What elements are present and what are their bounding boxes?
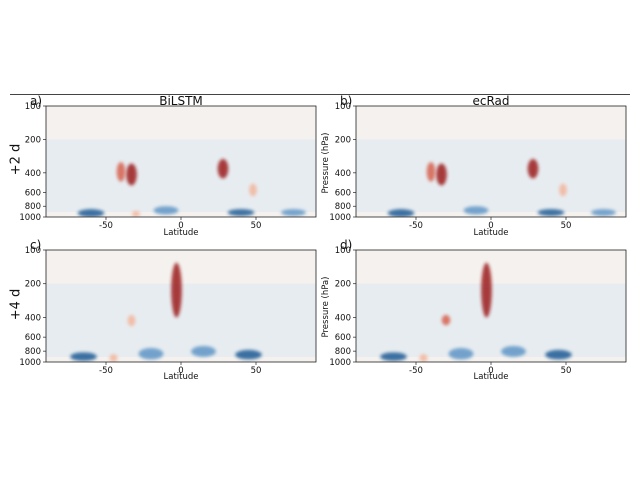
panel-label-b: b) xyxy=(340,94,353,108)
panel-label-c: c) xyxy=(30,238,42,252)
y-tick-label: 200 xyxy=(335,280,351,290)
heatmap-field xyxy=(356,250,626,362)
heatmap-anomaly xyxy=(70,352,97,362)
heatmap-anomaly xyxy=(448,348,474,360)
heatmap-anomaly xyxy=(171,262,182,318)
x-tick-label: 50 xyxy=(561,221,572,231)
heatmap-anomaly xyxy=(109,354,118,362)
y-tick-label: 100 xyxy=(335,246,351,256)
y-tick-label: 200 xyxy=(25,135,41,145)
heatmap-anomaly xyxy=(559,183,567,197)
heatmap-anomaly xyxy=(77,209,105,217)
y-tick-label: 800 xyxy=(335,347,351,357)
heatmap-anomaly xyxy=(138,348,164,360)
y-tick-label: 600 xyxy=(335,333,351,343)
heatmap-field xyxy=(356,106,626,217)
heatmap-anomaly xyxy=(481,262,492,318)
heatmap-anomaly xyxy=(131,210,141,217)
panel-label-a: a) xyxy=(30,94,43,108)
heatmap-wash xyxy=(356,139,626,212)
heatmap-anomaly xyxy=(545,349,572,360)
x-tick-label: 0 xyxy=(488,221,493,231)
heatmap-anomaly xyxy=(527,158,539,179)
y-tick-label: 800 xyxy=(25,347,41,357)
y-tick-label: 100 xyxy=(25,102,41,112)
heatmap-anomaly xyxy=(501,346,526,357)
y-tick-label: 800 xyxy=(335,202,351,212)
y-tick-label: 1000 xyxy=(329,358,351,368)
heatmap-anomaly xyxy=(127,314,136,327)
panel-label-d: d) xyxy=(340,238,353,252)
y-tick-label: 600 xyxy=(25,188,41,198)
y-tick-label: 800 xyxy=(25,202,41,212)
x-axis-label-d: Latitude xyxy=(473,372,509,382)
x-tick-label: -50 xyxy=(409,366,423,376)
y-tick-label: 200 xyxy=(25,280,41,290)
heatmap-anomaly xyxy=(463,206,489,215)
x-axis-label-c: Latitude xyxy=(163,372,199,382)
x-tick-label: 50 xyxy=(251,221,262,231)
x-tick-label: 0 xyxy=(178,221,183,231)
x-tick-label: 0 xyxy=(178,366,183,376)
heatmap-anomaly xyxy=(227,209,255,217)
heatmap-anomaly xyxy=(235,349,262,360)
y-tick-label: 400 xyxy=(335,313,351,323)
figure-top-rule xyxy=(10,94,630,95)
heatmap-anomaly xyxy=(217,158,229,179)
y-tick-label: 400 xyxy=(335,169,351,179)
heatmap-anomaly xyxy=(153,206,179,215)
heatmap-anomaly xyxy=(537,209,565,217)
heatmap-anomaly xyxy=(591,209,616,217)
y-tick-label: 100 xyxy=(25,246,41,256)
heatmap-anomaly xyxy=(380,352,407,362)
heatmap-anomaly xyxy=(426,162,436,182)
heatmap-field xyxy=(46,250,316,362)
x-tick-label: 50 xyxy=(561,366,572,376)
x-tick-label: 50 xyxy=(251,366,262,376)
x-tick-label: -50 xyxy=(99,366,113,376)
y-tick-label: 100 xyxy=(335,102,351,112)
x-tick-label: -50 xyxy=(409,221,423,231)
x-axis-label-b: Latitude xyxy=(473,228,509,238)
heatmap-anomaly xyxy=(441,314,451,326)
y-tick-label: 400 xyxy=(25,313,41,323)
x-tick-label: -50 xyxy=(99,221,113,231)
column-title-ecrad: ecRad xyxy=(472,94,510,108)
column-title-bilstm: BiLSTM xyxy=(159,94,203,108)
y-tick-label: 1000 xyxy=(19,358,41,368)
heatmap-anomaly xyxy=(191,346,216,357)
heatmap-anomaly xyxy=(387,209,415,217)
heatmap-field xyxy=(46,106,316,217)
y-tick-label: 200 xyxy=(335,135,351,145)
y-tick-label: 600 xyxy=(335,188,351,198)
heatmap-anomaly xyxy=(281,209,306,217)
y-tick-label: 400 xyxy=(25,169,41,179)
heatmap-anomaly xyxy=(249,183,257,197)
heatmap-anomaly xyxy=(436,163,447,186)
heatmap-wash xyxy=(46,139,316,212)
y-tick-label: 1000 xyxy=(329,213,351,223)
heatmap-anomaly xyxy=(116,162,126,182)
y-tick-label: 600 xyxy=(25,333,41,343)
heatmap-anomaly xyxy=(126,163,137,186)
x-tick-label: 0 xyxy=(488,366,493,376)
y-tick-label: 1000 xyxy=(19,213,41,223)
x-axis-label-a: Latitude xyxy=(163,228,199,238)
heatmap-anomaly xyxy=(419,354,428,362)
